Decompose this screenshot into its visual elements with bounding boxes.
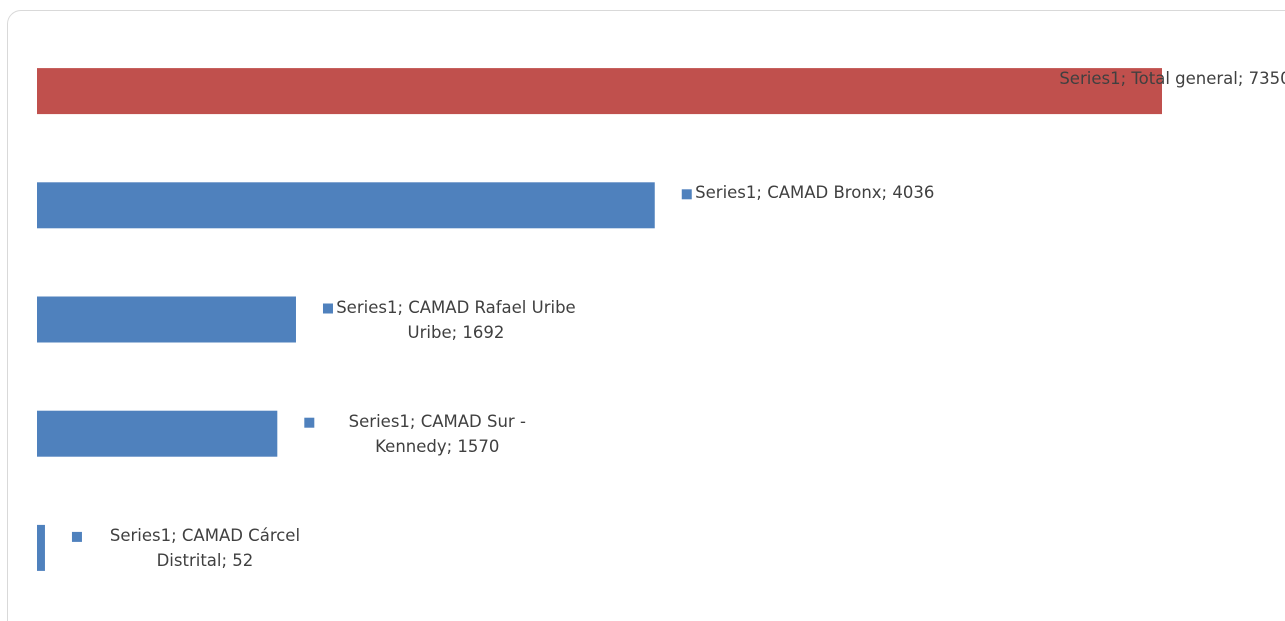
bar (37, 182, 655, 229)
bar (37, 410, 278, 457)
data-label: Series1; CAMAD Bronx; 4036 (695, 183, 935, 203)
label-key (681, 189, 692, 200)
data-label: Series1; Total general; 7350 (1059, 69, 1285, 89)
data-label: Series1; CAMAD Rafael Uribe Uribe; 1692 (336, 297, 576, 342)
bar (37, 296, 296, 343)
bar (37, 524, 45, 571)
chart-frame (7, 10, 1285, 621)
label-key (322, 303, 333, 314)
bar (37, 68, 1162, 115)
data-label: Series1; CAMAD Cárcel Distrital; 52 (109, 525, 301, 570)
label-key (71, 531, 82, 542)
label-key (304, 417, 315, 428)
data-label: Series1; CAMAD Sur - Kennedy; 1570 (348, 411, 526, 456)
